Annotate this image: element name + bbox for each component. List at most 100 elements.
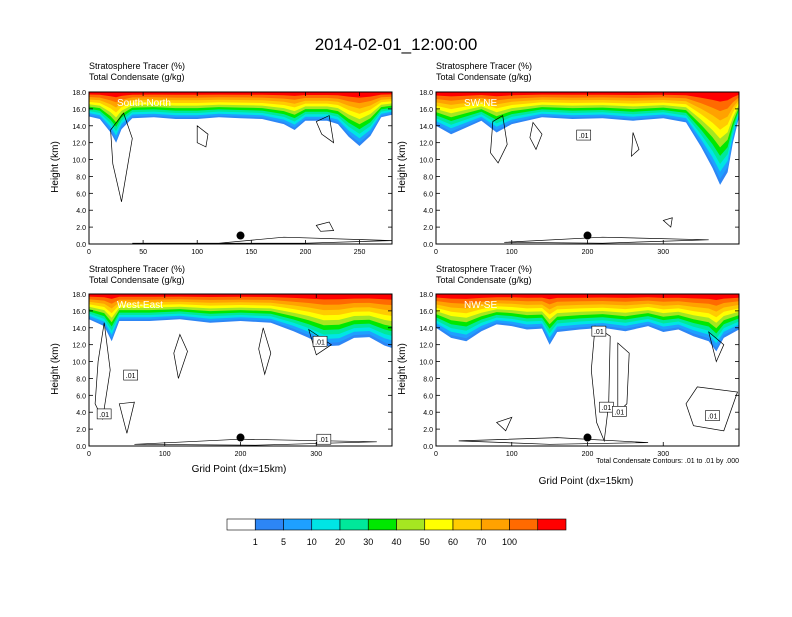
location-marker: [583, 231, 592, 240]
colorbar-label: 70: [476, 537, 486, 547]
y-axis-label: Height (km): [50, 343, 61, 395]
y-tick-label: 18.0: [72, 292, 86, 299]
condensate-contour: [458, 437, 649, 445]
y-tick-label: 14.0: [419, 326, 433, 333]
label-stratosphere-tracer: Stratosphere Tracer (%): [436, 61, 532, 71]
x-tick-label: 50: [139, 249, 147, 256]
colorbar-label: 20: [335, 537, 345, 547]
label-total-condensate: Total Condensate (g/kg): [436, 275, 532, 285]
y-tick-label: 8.0: [76, 376, 86, 383]
y-tick-label: 2.0: [76, 427, 86, 434]
condensate-contour: [490, 115, 508, 164]
panel-label: SW-NE: [464, 98, 497, 109]
condensate-contour: [617, 342, 630, 413]
condensate-contour: [529, 121, 543, 151]
tracer-field: .01: [436, 92, 739, 244]
y-tick-label: 14.0: [72, 326, 86, 333]
condensate-contour: [630, 132, 640, 158]
x-axis-label: Grid Point (dx=15km): [192, 464, 287, 475]
colorbar: 1 5 10 20 30 40 50 60 70 100: [226, 518, 567, 547]
x-tick-label: 100: [191, 249, 203, 256]
location-marker: [236, 231, 245, 240]
x-tick-label: 300: [657, 451, 669, 458]
label-total-condensate: Total Condensate (g/kg): [89, 275, 185, 285]
y-tick-label: 14.0: [72, 124, 86, 131]
x-tick-label: 100: [506, 249, 518, 256]
y-tick-label: 2.0: [76, 225, 86, 232]
y-tick-label: 16.0: [72, 309, 86, 316]
y-tick-label: 6.0: [423, 393, 433, 400]
colorbar-swatch: [226, 518, 256, 531]
location-marker: [583, 433, 592, 442]
y-tick-label: 4.0: [76, 410, 86, 417]
condensate-contour: [708, 331, 725, 363]
label-stratosphere-tracer: Stratosphere Tracer (%): [89, 264, 185, 274]
contour-label: .01: [579, 133, 589, 140]
contour-label-box: [312, 335, 328, 347]
x-tick-label: 150: [245, 249, 257, 256]
colorbar-swatch: [480, 518, 510, 531]
condensate-contour: [315, 221, 335, 232]
tracer-band: [436, 92, 739, 121]
tracer-band: [436, 92, 739, 112]
y-tick-label: 0.0: [76, 444, 86, 451]
location-marker: [236, 433, 245, 442]
y-tick-label: 12.0: [72, 343, 86, 350]
x-tick-label: 200: [582, 249, 594, 256]
y-tick-label: 10.0: [72, 360, 86, 367]
y-tick-label: 18.0: [72, 90, 86, 97]
colorbar-label: 100: [502, 537, 517, 547]
contour-label-box: [612, 406, 627, 417]
y-axis-label: Height (km): [397, 343, 408, 395]
condensate-contour: [685, 386, 738, 432]
label-stratosphere-tracer: Stratosphere Tracer (%): [89, 61, 185, 71]
x-tick-label: 0: [87, 451, 91, 458]
plot-frame: [88, 91, 393, 245]
colorbar-label: 1: [253, 537, 258, 547]
tracer-band: [89, 92, 392, 98]
colorbar-swatch: [339, 518, 369, 531]
panel-south-north: Stratosphere Tracer (%) Total Condensate…: [50, 61, 393, 256]
panel-label: West-East: [117, 300, 163, 311]
y-tick-label: 0.0: [423, 444, 433, 451]
y-tick-label: 8.0: [76, 174, 86, 181]
contour-note: Total Condensate Contours: .01 to .01 by…: [596, 458, 739, 465]
colorbar-label: 5: [281, 537, 286, 547]
x-tick-label: 300: [310, 451, 322, 458]
contour-label-box: [591, 325, 607, 337]
y-tick-label: 10.0: [419, 158, 433, 165]
contour-label: .01: [708, 414, 718, 421]
y-tick-label: 12.0: [72, 141, 86, 148]
colorbar-swatch: [424, 518, 454, 531]
y-tick-label: 4.0: [423, 410, 433, 417]
y-tick-label: 18.0: [419, 90, 433, 97]
tracer-field: [89, 92, 392, 244]
colorbar-swatch: [367, 518, 397, 531]
colorbar-swatch: [396, 518, 426, 531]
condensate-contour: [196, 125, 209, 148]
contour-label: .01: [594, 329, 604, 336]
condensate-contour: [258, 327, 272, 376]
colorbar-label: 30: [363, 537, 373, 547]
y-axis-label: Height (km): [397, 141, 408, 193]
x-tick-label: 250: [354, 249, 366, 256]
contour-label: .01: [614, 409, 624, 416]
x-tick-label: 0: [434, 249, 438, 256]
y-tick-label: 16.0: [72, 107, 86, 114]
y-tick-label: 12.0: [419, 141, 433, 148]
contour-label: .01: [315, 339, 325, 346]
y-tick-label: 4.0: [76, 208, 86, 215]
colorbar-label: 50: [420, 537, 430, 547]
y-tick-label: 16.0: [419, 309, 433, 316]
colorbar-swatch: [283, 518, 313, 531]
condensate-contour: [132, 236, 392, 244]
y-tick-label: 6.0: [423, 191, 433, 198]
colorbar-swatch: [452, 518, 482, 531]
condensate-contour: [495, 416, 513, 432]
x-tick-label: 100: [159, 451, 171, 458]
contour-label: .01: [99, 412, 109, 419]
x-tick-label: 0: [434, 451, 438, 458]
y-tick-label: 16.0: [419, 107, 433, 114]
y-tick-label: 2.0: [423, 427, 433, 434]
